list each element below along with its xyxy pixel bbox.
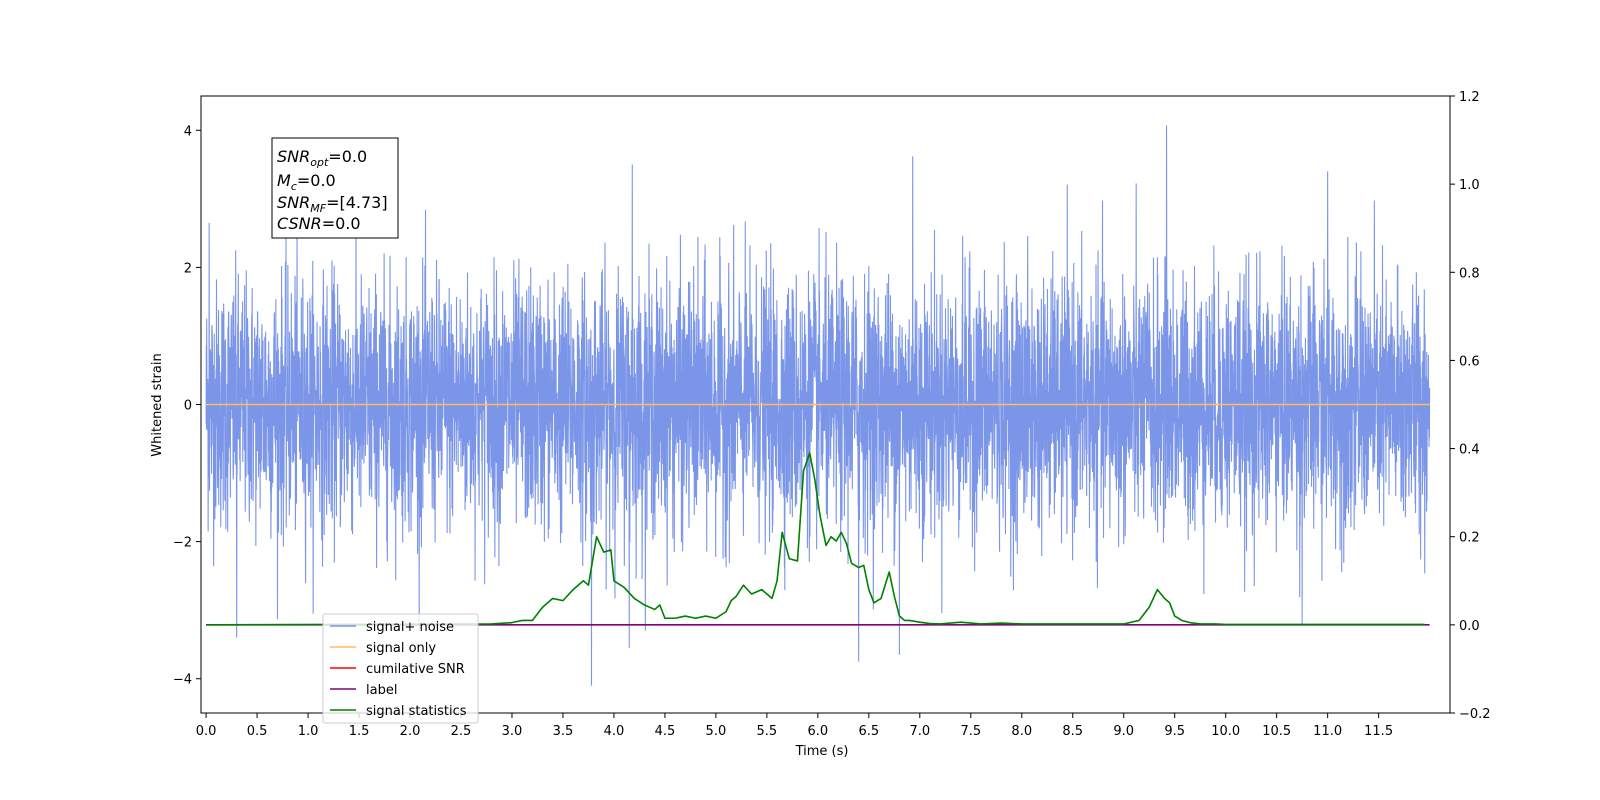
y-axis-label: Whitened strain [150,353,165,456]
x-tick-label: 7.0 [909,724,930,739]
x-tick-label: 7.5 [960,724,981,739]
y2-tick-label: 0.6 [1459,354,1480,369]
y-tick-label: 0 [184,399,192,414]
legend-label-signal-statistics: signal statistics [366,704,467,719]
x-axis-label: Time (s) [795,744,849,759]
x-tick-label: 9.0 [1113,724,1134,739]
x-tick-label: 0.5 [247,724,268,739]
x-tick-label: 6.5 [858,724,879,739]
y2-tick-label: 0.0 [1459,619,1480,634]
y-axis-right: 1.2 1.0 0.8 0.6 0.4 0.2 0.0 −0.2 [1450,90,1491,722]
x-tick-label: 8.5 [1062,724,1083,739]
y2-tick-label: 0.4 [1459,443,1480,458]
x-tick-label: 11.0 [1313,724,1342,739]
x-axis: 0.0 0.5 1.0 1.5 2.0 2.5 3.0 3.5 4.0 4.5 5.0 5.5 6.0 6… [196,713,1393,739]
x-tick-label: 9.5 [1164,724,1185,739]
x-tick-label: 11.5 [1364,724,1393,739]
x-tick-label: 2.5 [451,724,472,739]
annotation-csnr: CSNR=0.0 [277,214,361,233]
x-tick-label: 10.0 [1211,724,1240,739]
legend-label-signal-noise: signal+ noise [366,620,454,635]
x-tick-label: 5.5 [757,724,778,739]
y2-tick-label: 1.2 [1459,90,1480,105]
x-tick-label: 4.0 [604,724,625,739]
y-tick-label: −2 [173,536,192,551]
y2-tick-label: 0.8 [1459,266,1480,281]
x-tick-label: 1.0 [298,724,319,739]
y-axis-left: 4 2 0 −2 −4 [173,124,201,688]
series-signal-statistics [206,452,1425,626]
legend-label-signal-only: signal only [366,641,436,656]
legend-label-cumulative-snr: cumilative SNR [366,662,465,677]
annotation-snr-opt: SNRopt=0.0 [277,147,367,169]
x-tick-label: 4.5 [655,724,676,739]
y-tick-label: 4 [184,124,192,139]
x-tick-label: 5.0 [706,724,727,739]
x-tick-label: 2.0 [400,724,421,739]
series-signal-noise [205,125,1431,686]
x-tick-label: 6.0 [808,724,829,739]
x-tick-label: 3.0 [502,724,523,739]
y2-tick-label: −0.2 [1459,707,1491,722]
x-tick-label: 0.0 [196,724,217,739]
legend: signal+ noise signal only cumilative SNR… [322,613,479,724]
y2-tick-label: 1.0 [1459,178,1480,193]
x-tick-label: 3.5 [553,724,574,739]
annotation-mc: Mc=0.0 [277,171,336,193]
legend-label-label: label [366,683,397,698]
y-tick-label: 2 [184,261,192,276]
x-tick-label: 8.0 [1011,724,1032,739]
y-tick-label: −4 [173,673,192,688]
x-tick-label: 1.5 [349,724,370,739]
x-tick-label: 10.5 [1262,724,1291,739]
annotation-snr-mf: SNRMF=[4.73] [277,193,388,215]
y2-tick-label: 0.2 [1459,531,1480,546]
annotation-box: SNRopt=0.0 Mc=0.0 SNRMF=[4.73] CSNR=0.0 [271,137,399,239]
